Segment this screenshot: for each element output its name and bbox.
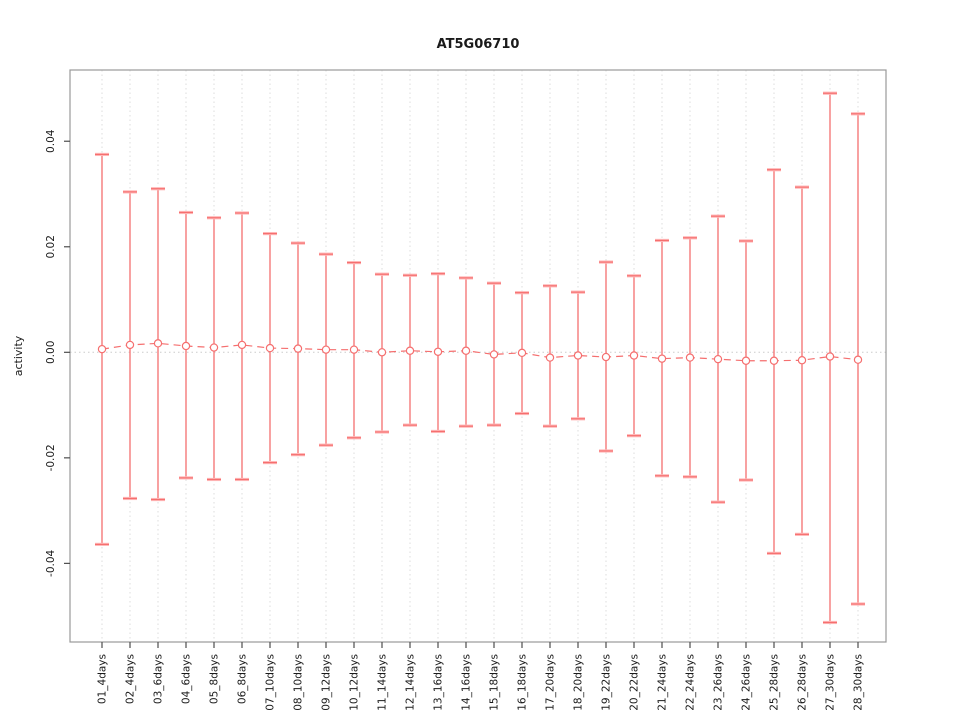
center-point-marker (797, 356, 807, 365)
error-bar (291, 241, 305, 457)
center-point-marker (825, 352, 835, 361)
center-point-marker (769, 356, 779, 365)
x-tick-label: 02_4days (125, 654, 137, 704)
center-point-marker (685, 353, 695, 362)
center-point-marker (573, 351, 583, 360)
error-bar (851, 112, 865, 606)
x-tick-label: 26_28days (797, 654, 809, 711)
center-point-marker (349, 345, 359, 354)
error-bar (627, 274, 641, 438)
y-tick-label: 0.00 (45, 341, 57, 364)
x-tick-label: 28_30days (853, 654, 865, 711)
x-tick-label: 07_10days (265, 654, 277, 711)
x-tick-label: 09_12days (321, 654, 333, 711)
x-tick-label: 22_24days (685, 654, 697, 711)
error-bar (403, 273, 417, 427)
center-point-marker (489, 350, 499, 359)
error-bar (95, 152, 109, 546)
x-tick-label: 27_30days (825, 654, 837, 711)
error-bar (655, 238, 669, 478)
x-tick-label: 01_4days (97, 654, 109, 704)
center-point-marker (405, 346, 415, 355)
center-point-marker (377, 348, 387, 357)
x-tick-label: 17_20days (545, 654, 557, 711)
error-bar (767, 168, 781, 555)
x-tick-label: 25_28days (769, 654, 781, 711)
center-point-marker (741, 356, 751, 365)
x-tick-label: 24_26days (741, 654, 753, 711)
x-tick-label: 14_16days (461, 654, 473, 711)
center-point-marker (153, 339, 163, 348)
error-bars (95, 91, 865, 625)
y-axis-label: activity (12, 335, 25, 376)
y-tick-label: -0.02 (45, 444, 57, 471)
x-tick-label: 13_16days (433, 654, 445, 711)
error-bar (543, 284, 557, 428)
center-point-marker (713, 354, 723, 364)
x-tick-label: 08_10days (293, 654, 305, 711)
error-bar (347, 261, 361, 440)
x-tick-label: 19_22days (601, 654, 613, 711)
x-tick-label: 10_12days (349, 654, 361, 711)
plot-box (69, 69, 887, 643)
chart-title: AT5G06710 (437, 37, 520, 52)
center-point-marker (657, 354, 667, 363)
axes: -0.04 -0.02 0.00 0.02 0.04 01_4days 02_4days 03… (45, 69, 887, 711)
x-tick-label: 06_8days (237, 654, 249, 704)
y-tick-label: 0.04 (45, 129, 57, 153)
x-tick-label: 21_24days (657, 654, 669, 711)
error-bar (795, 185, 809, 536)
y-tick-label: 0.02 (45, 235, 57, 258)
x-tick-label: 11_14days (377, 654, 389, 711)
error-bar (823, 91, 837, 625)
error-bar (151, 187, 165, 502)
center-point-marker (461, 346, 471, 355)
error-bar (179, 210, 193, 480)
center-point-marker (293, 344, 303, 353)
center-connector-line (101, 342, 859, 362)
center-point-marker (601, 352, 611, 362)
error-bar (263, 231, 277, 465)
center-point-marker (237, 340, 247, 350)
center-point-marker (629, 351, 639, 360)
error-bar (207, 216, 221, 482)
x-tick-label: 16_18days (517, 654, 529, 711)
x-tick-label: 15_18days (489, 654, 501, 711)
error-bar (375, 272, 389, 434)
x-tick-label: 18_20days (573, 654, 585, 711)
error-bar (431, 272, 445, 434)
center-point-marker (181, 341, 191, 351)
center-point-marker (517, 348, 527, 358)
center-point-marker (545, 353, 555, 362)
error-bar (711, 214, 725, 504)
error-bar (739, 239, 753, 482)
x-tick-label: 23_26days (713, 654, 725, 711)
error-bar (123, 190, 137, 501)
x-tick-label: 20_22days (629, 654, 641, 711)
center-point-marker (321, 345, 331, 354)
center-point-marker (853, 355, 863, 364)
error-bar (571, 290, 585, 421)
x-tick-label: 03_6days (153, 654, 165, 704)
error-bar (235, 211, 249, 482)
error-bar (487, 281, 501, 427)
y-tick-label: -0.04 (45, 549, 57, 576)
gridlines (70, 70, 886, 642)
x-tick-label: 04_6days (181, 654, 193, 704)
x-tick-label: 12_14days (405, 654, 417, 711)
x-tick-label: 05_8days (209, 654, 221, 704)
center-point-marker (97, 344, 107, 354)
error-bar (459, 276, 473, 428)
center-point-marker (209, 343, 219, 352)
error-bar (319, 252, 333, 447)
error-bar (683, 236, 697, 479)
center-point-marker (125, 340, 135, 350)
error-bar (515, 291, 529, 416)
error-bar (599, 260, 613, 453)
center-point-marker (433, 347, 443, 356)
center-point-marker (265, 343, 275, 353)
